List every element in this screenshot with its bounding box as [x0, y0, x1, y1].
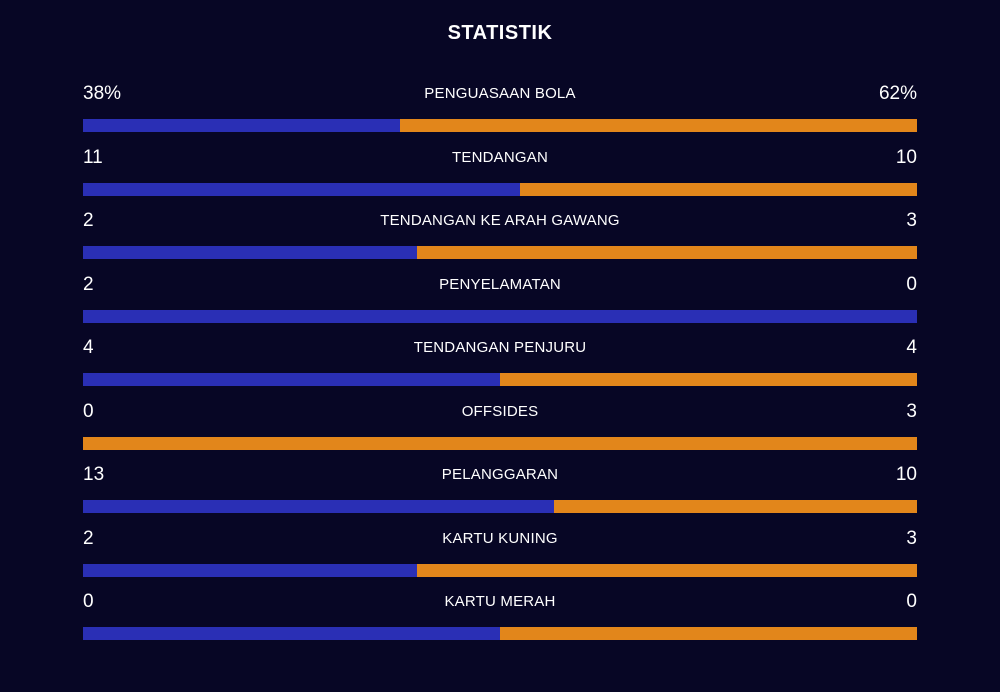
home-value: 2 [83, 527, 94, 549]
stat-label: OFFSIDES [461, 402, 539, 420]
away-bar [554, 500, 917, 513]
stat-label: TENDANGAN KE ARAH GAWANG [380, 212, 620, 229]
stat-bar [83, 309, 917, 323]
home-value: 2 [83, 210, 94, 231]
home-value: 4 [83, 337, 94, 358]
home-value: 0 [83, 591, 94, 612]
stat-label: KARTU MERAH [444, 593, 556, 610]
away-bar [416, 246, 917, 259]
stats-list: 38% PENGUASAAN BOLA 62% 11 TENDANGAN 10 … [83, 82, 917, 654]
away-value: 3 [906, 210, 917, 231]
away-value: 4 [906, 337, 917, 358]
stat-bar [83, 246, 917, 259]
home-value: 2 [83, 273, 94, 295]
away-bar [83, 436, 917, 450]
home-value: 38% [83, 83, 122, 104]
away-value: 62% [878, 83, 917, 104]
home-bar [83, 246, 417, 259]
stat-row-shots-on-target: 2 TENDANGAN KE ARAH GAWANG 3 [83, 209, 917, 273]
stat-row-corners: 4 TENDANGAN PENJURU 4 [83, 336, 917, 400]
home-bar [83, 182, 521, 196]
stat-row-fouls: 13 PELANGGARAN 10 [83, 463, 917, 527]
stat-bar [83, 373, 917, 386]
stat-row-yellow-cards: 2 KARTU KUNING 3 [83, 527, 917, 591]
stat-row-saves: 2 PENYELAMATAN 0 [83, 273, 917, 337]
stat-label: TENDANGAN PENJURU [413, 339, 587, 356]
away-bar [399, 119, 917, 132]
away-value: 0 [906, 273, 917, 295]
away-bar [520, 182, 917, 196]
stat-bar [83, 627, 917, 640]
away-bar [500, 627, 917, 640]
stat-bar [83, 436, 917, 450]
home-bar [83, 563, 417, 577]
stat-row-shots: 11 TENDANGAN 10 [83, 146, 917, 210]
stat-label: PENYELAMATAN [439, 275, 561, 293]
stats-title: STATISTIK [447, 22, 553, 44]
away-value: 10 [895, 464, 917, 485]
home-bar [83, 119, 400, 132]
away-bar [500, 373, 917, 386]
home-value: 11 [83, 146, 103, 168]
stat-label: TENDANGAN [452, 148, 548, 166]
away-value: 0 [906, 591, 917, 612]
stat-row-possession: 38% PENGUASAAN BOLA 62% [83, 82, 917, 146]
stat-bar [83, 563, 917, 577]
away-bar [416, 563, 917, 577]
home-value: 0 [83, 400, 94, 422]
away-value: 3 [906, 527, 917, 549]
home-bar [83, 500, 555, 513]
stat-label: PELANGGARAN [441, 466, 559, 483]
stat-bar [83, 182, 917, 196]
stat-label: PENGUASAAN BOLA [424, 85, 576, 102]
home-bar [83, 373, 500, 386]
stat-bar [83, 119, 917, 132]
home-bar [83, 309, 917, 323]
away-value: 3 [906, 400, 917, 422]
stat-label: KARTU KUNING [442, 529, 558, 547]
home-bar [83, 627, 500, 640]
stat-bar [83, 500, 917, 513]
home-value: 13 [83, 464, 105, 485]
away-value: 10 [895, 146, 917, 168]
stat-row-offsides: 0 OFFSIDES 3 [83, 400, 917, 464]
stat-row-red-cards: 0 KARTU MERAH 0 [83, 590, 917, 654]
